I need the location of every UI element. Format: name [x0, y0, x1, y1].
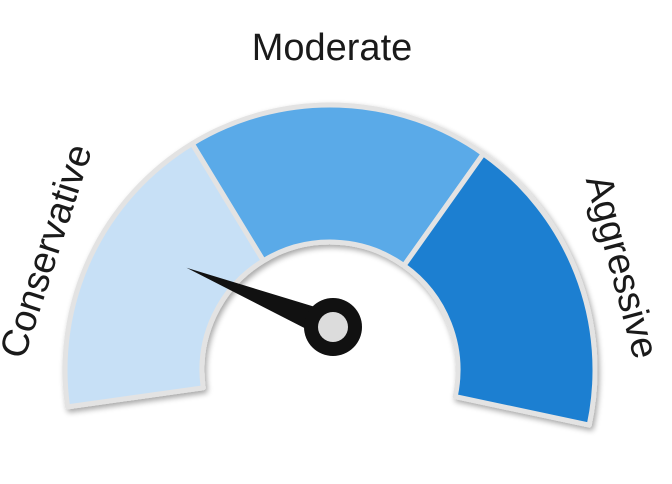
needle-pointer-icon — [186, 267, 339, 340]
aggressive-segment — [401, 151, 598, 428]
moderate-label: Moderate — [252, 27, 413, 69]
moderate-segment — [189, 102, 486, 269]
gauge-needle — [186, 267, 362, 356]
conservative-segment — [62, 141, 266, 410]
needle-hub-center — [318, 312, 348, 342]
